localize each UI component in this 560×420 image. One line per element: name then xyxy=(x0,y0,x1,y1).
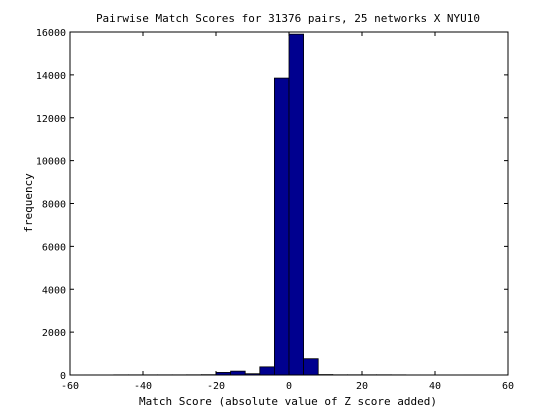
chart-title: Pairwise Match Scores for 31376 pairs, 2… xyxy=(96,12,480,25)
x-tick-label: 40 xyxy=(429,381,441,392)
y-tick-label: 2000 xyxy=(42,328,66,339)
y-tick-label: 0 xyxy=(60,371,66,382)
x-tick-label: -60 xyxy=(61,381,79,392)
x-tick-label: 60 xyxy=(502,381,514,392)
histogram-bars xyxy=(84,33,480,376)
y-axis-label: frequency xyxy=(22,173,35,233)
y-tick-label: 4000 xyxy=(42,285,66,296)
x-tick-label: 20 xyxy=(356,381,368,392)
y-tick-label: 10000 xyxy=(36,157,66,168)
x-tick-label: 0 xyxy=(286,381,292,392)
y-tick-label: 16000 xyxy=(36,28,66,39)
histogram-bar xyxy=(288,33,305,376)
histogram-bar xyxy=(259,366,275,376)
y-tick-label: 12000 xyxy=(36,114,66,125)
histogram-bar xyxy=(273,77,290,376)
x-axis: -60 -40 -20 0 20 40 60 xyxy=(61,32,514,392)
y-tick-label: 14000 xyxy=(36,71,66,82)
histogram-bar xyxy=(303,358,319,376)
x-tick-label: -20 xyxy=(207,381,225,392)
histogram-bar xyxy=(230,370,246,376)
y-tick-label: 6000 xyxy=(42,242,66,253)
x-axis-label: Match Score (absolute value of Z score a… xyxy=(139,395,437,408)
y-axis: 0 2000 4000 6000 8000 10000 12000 14000 16000 xyxy=(36,28,508,382)
x-tick-label: -40 xyxy=(134,381,152,392)
y-tick-label: 8000 xyxy=(42,200,66,211)
